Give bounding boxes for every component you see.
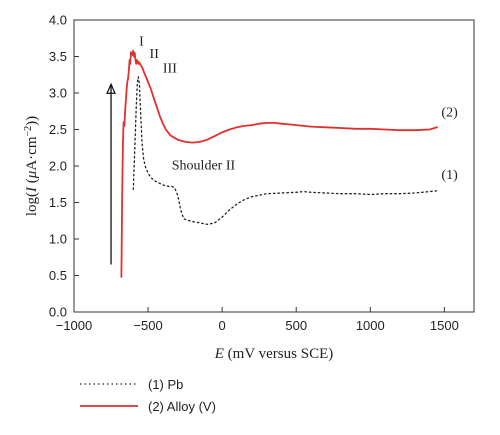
series-line-alloy <box>120 49 438 278</box>
x-tick-label: 500 <box>285 318 307 333</box>
y-tick-label: 1.5 <box>49 195 67 210</box>
y-axis: 0.0 0.5 1.0 1.5 2.0 2.5 3.0 3.5 4.0 <box>49 13 79 320</box>
x-tick-label: −1000 <box>56 318 93 333</box>
series-layer <box>120 49 438 278</box>
y-axis-label: log(I (μA·cm−2)) <box>23 116 41 216</box>
x-tick-label: 1000 <box>356 318 385 333</box>
legend-label-alloy: (2) Alloy (V) <box>148 399 216 414</box>
y-tick-label: 2.0 <box>49 159 67 174</box>
y-tick-label: 2.5 <box>49 122 67 137</box>
y-tick-label: 3.0 <box>49 86 67 101</box>
sweep-arrowhead <box>106 82 116 94</box>
annotation-label: III <box>163 62 177 77</box>
y-tick-label: 0.5 <box>49 268 67 283</box>
y-tick-label: 4.0 <box>49 13 67 28</box>
y-tick-label: 0.0 <box>49 305 67 320</box>
y-tick-label: 3.5 <box>49 49 67 64</box>
annotation-label: (1) <box>441 168 458 183</box>
x-tick-label: 1500 <box>430 318 459 333</box>
x-axis-label: E (mV versus SCE) <box>214 346 333 362</box>
annotation-label: I <box>139 35 144 50</box>
legend-label-pb: (1) Pb <box>148 377 183 392</box>
annotation-label: Shoulder II <box>172 159 236 174</box>
x-tick-label: −500 <box>133 318 162 333</box>
x-axis: −1000 −500 0 500 1000 1500 <box>56 307 459 333</box>
y-tick-label: 1.0 <box>49 232 67 247</box>
series-line-pb <box>132 76 438 226</box>
legend: (1) Pb (2) Alloy (V) <box>80 377 216 414</box>
annotation-label: (2) <box>441 105 458 120</box>
annotation-label: II <box>150 47 160 62</box>
x-tick-label: 0 <box>219 318 226 333</box>
